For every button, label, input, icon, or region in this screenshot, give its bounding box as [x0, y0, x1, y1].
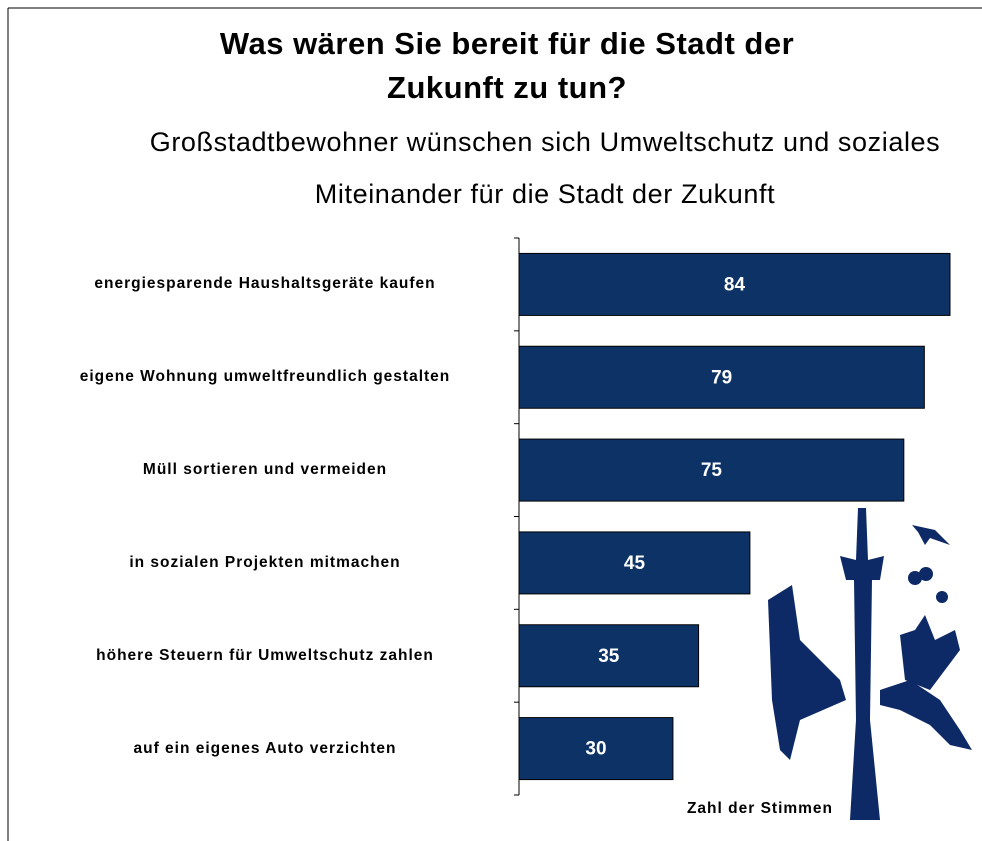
value-label: 75: [701, 460, 723, 481]
value-label: 35: [598, 646, 620, 667]
building: [768, 585, 846, 760]
cloud: [936, 591, 948, 603]
category-label: auf ein eigenes Auto verzichten: [26, 735, 504, 763]
plane: [912, 525, 950, 545]
category-label: höhere Steuern für Umweltschutz zahlen: [26, 642, 504, 670]
chart-title: Was wären Sie bereit für die Stadt der Z…: [182, 22, 832, 110]
chart-subtitle: Großstadtbewohner wünschen sich Umweltsc…: [110, 116, 980, 220]
wave: [880, 680, 972, 750]
city-illustration: [768, 508, 972, 820]
value-label: 84: [724, 274, 746, 295]
x-axis-label: Zahl der Stimmen: [640, 800, 880, 818]
category-label: energiesparende Haushaltsgeräte kaufen: [26, 270, 504, 298]
category-label: in sozialen Projekten mitmachen: [26, 549, 504, 577]
category-label: eigene Wohnung umweltfreundlich gestalte…: [26, 363, 504, 391]
category-label: Müll sortieren und vermeiden: [26, 456, 504, 484]
value-label: 45: [624, 553, 646, 574]
value-label: 30: [585, 739, 606, 760]
page: 84 79 75 45 35 30 Was wären Sie bereit für di…: [0, 0, 982, 841]
building: [900, 615, 960, 690]
tower: [840, 508, 884, 820]
cloud: [919, 567, 933, 581]
value-label: 79: [711, 367, 732, 388]
